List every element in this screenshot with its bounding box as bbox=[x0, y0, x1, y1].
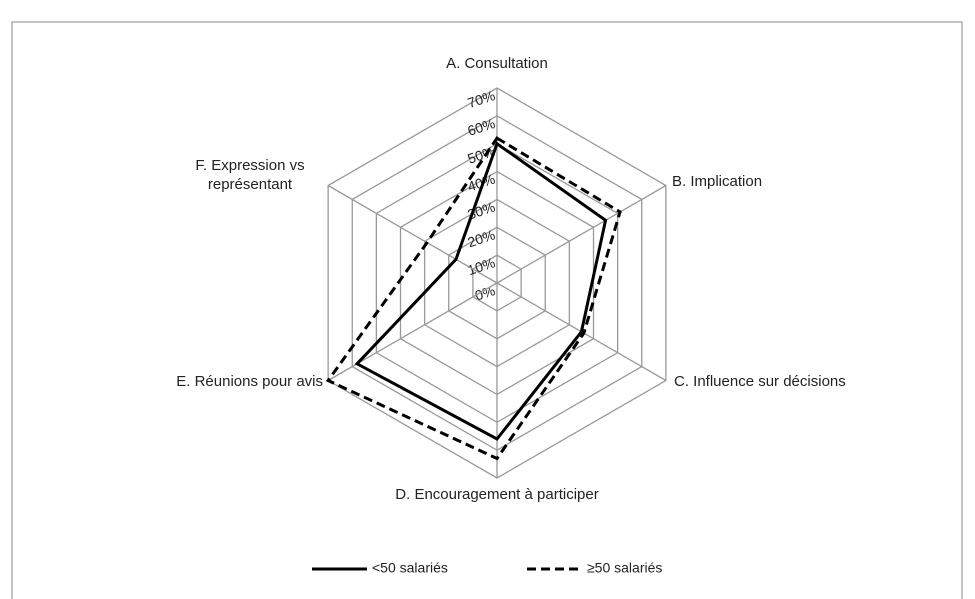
legend-label: ≥50 salariés bbox=[587, 560, 662, 576]
y-tick-label: 0% bbox=[473, 282, 497, 303]
category-label: D. Encouragement à participer bbox=[395, 486, 599, 503]
y-tick-label: 60% bbox=[465, 115, 497, 139]
spoke bbox=[496, 184, 667, 284]
series-line bbox=[325, 136, 622, 461]
series-line bbox=[354, 141, 608, 441]
category-label: F. Expression vs représentant bbox=[195, 157, 305, 193]
legend-label: <50 salariés bbox=[372, 560, 448, 576]
y-tick-label: 20% bbox=[465, 226, 497, 250]
spoke bbox=[327, 184, 498, 284]
y-tick-label: 70% bbox=[465, 87, 497, 111]
category-label: A. Consultation bbox=[446, 55, 548, 72]
chart-frame bbox=[11, 21, 963, 599]
category-label: C. Influence sur décisions bbox=[674, 373, 846, 390]
category-label: E. Réunions pour avis bbox=[176, 373, 323, 390]
spoke bbox=[327, 282, 498, 382]
category-label: B. Implication bbox=[672, 173, 763, 190]
